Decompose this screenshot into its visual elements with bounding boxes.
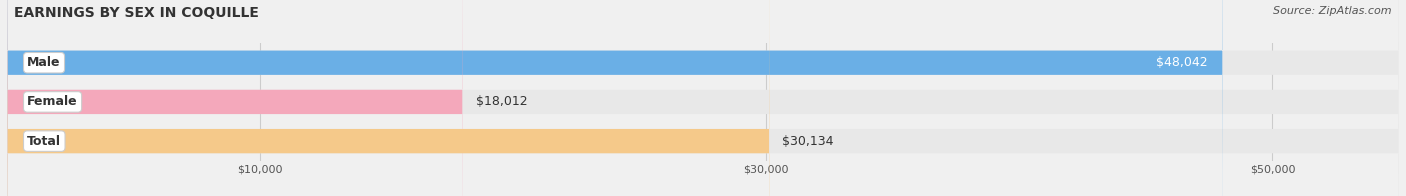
Text: Total: Total xyxy=(27,135,62,148)
Text: Source: ZipAtlas.com: Source: ZipAtlas.com xyxy=(1274,6,1392,16)
FancyBboxPatch shape xyxy=(7,0,1399,196)
FancyBboxPatch shape xyxy=(7,0,1223,196)
FancyBboxPatch shape xyxy=(7,0,1399,196)
Text: $18,012: $18,012 xyxy=(475,95,527,108)
FancyBboxPatch shape xyxy=(7,0,1399,196)
FancyBboxPatch shape xyxy=(7,0,769,196)
Text: $30,134: $30,134 xyxy=(782,135,834,148)
Text: $48,042: $48,042 xyxy=(1156,56,1208,69)
Text: Female: Female xyxy=(27,95,77,108)
Text: Male: Male xyxy=(27,56,60,69)
FancyBboxPatch shape xyxy=(7,0,463,196)
Text: EARNINGS BY SEX IN COQUILLE: EARNINGS BY SEX IN COQUILLE xyxy=(14,6,259,20)
